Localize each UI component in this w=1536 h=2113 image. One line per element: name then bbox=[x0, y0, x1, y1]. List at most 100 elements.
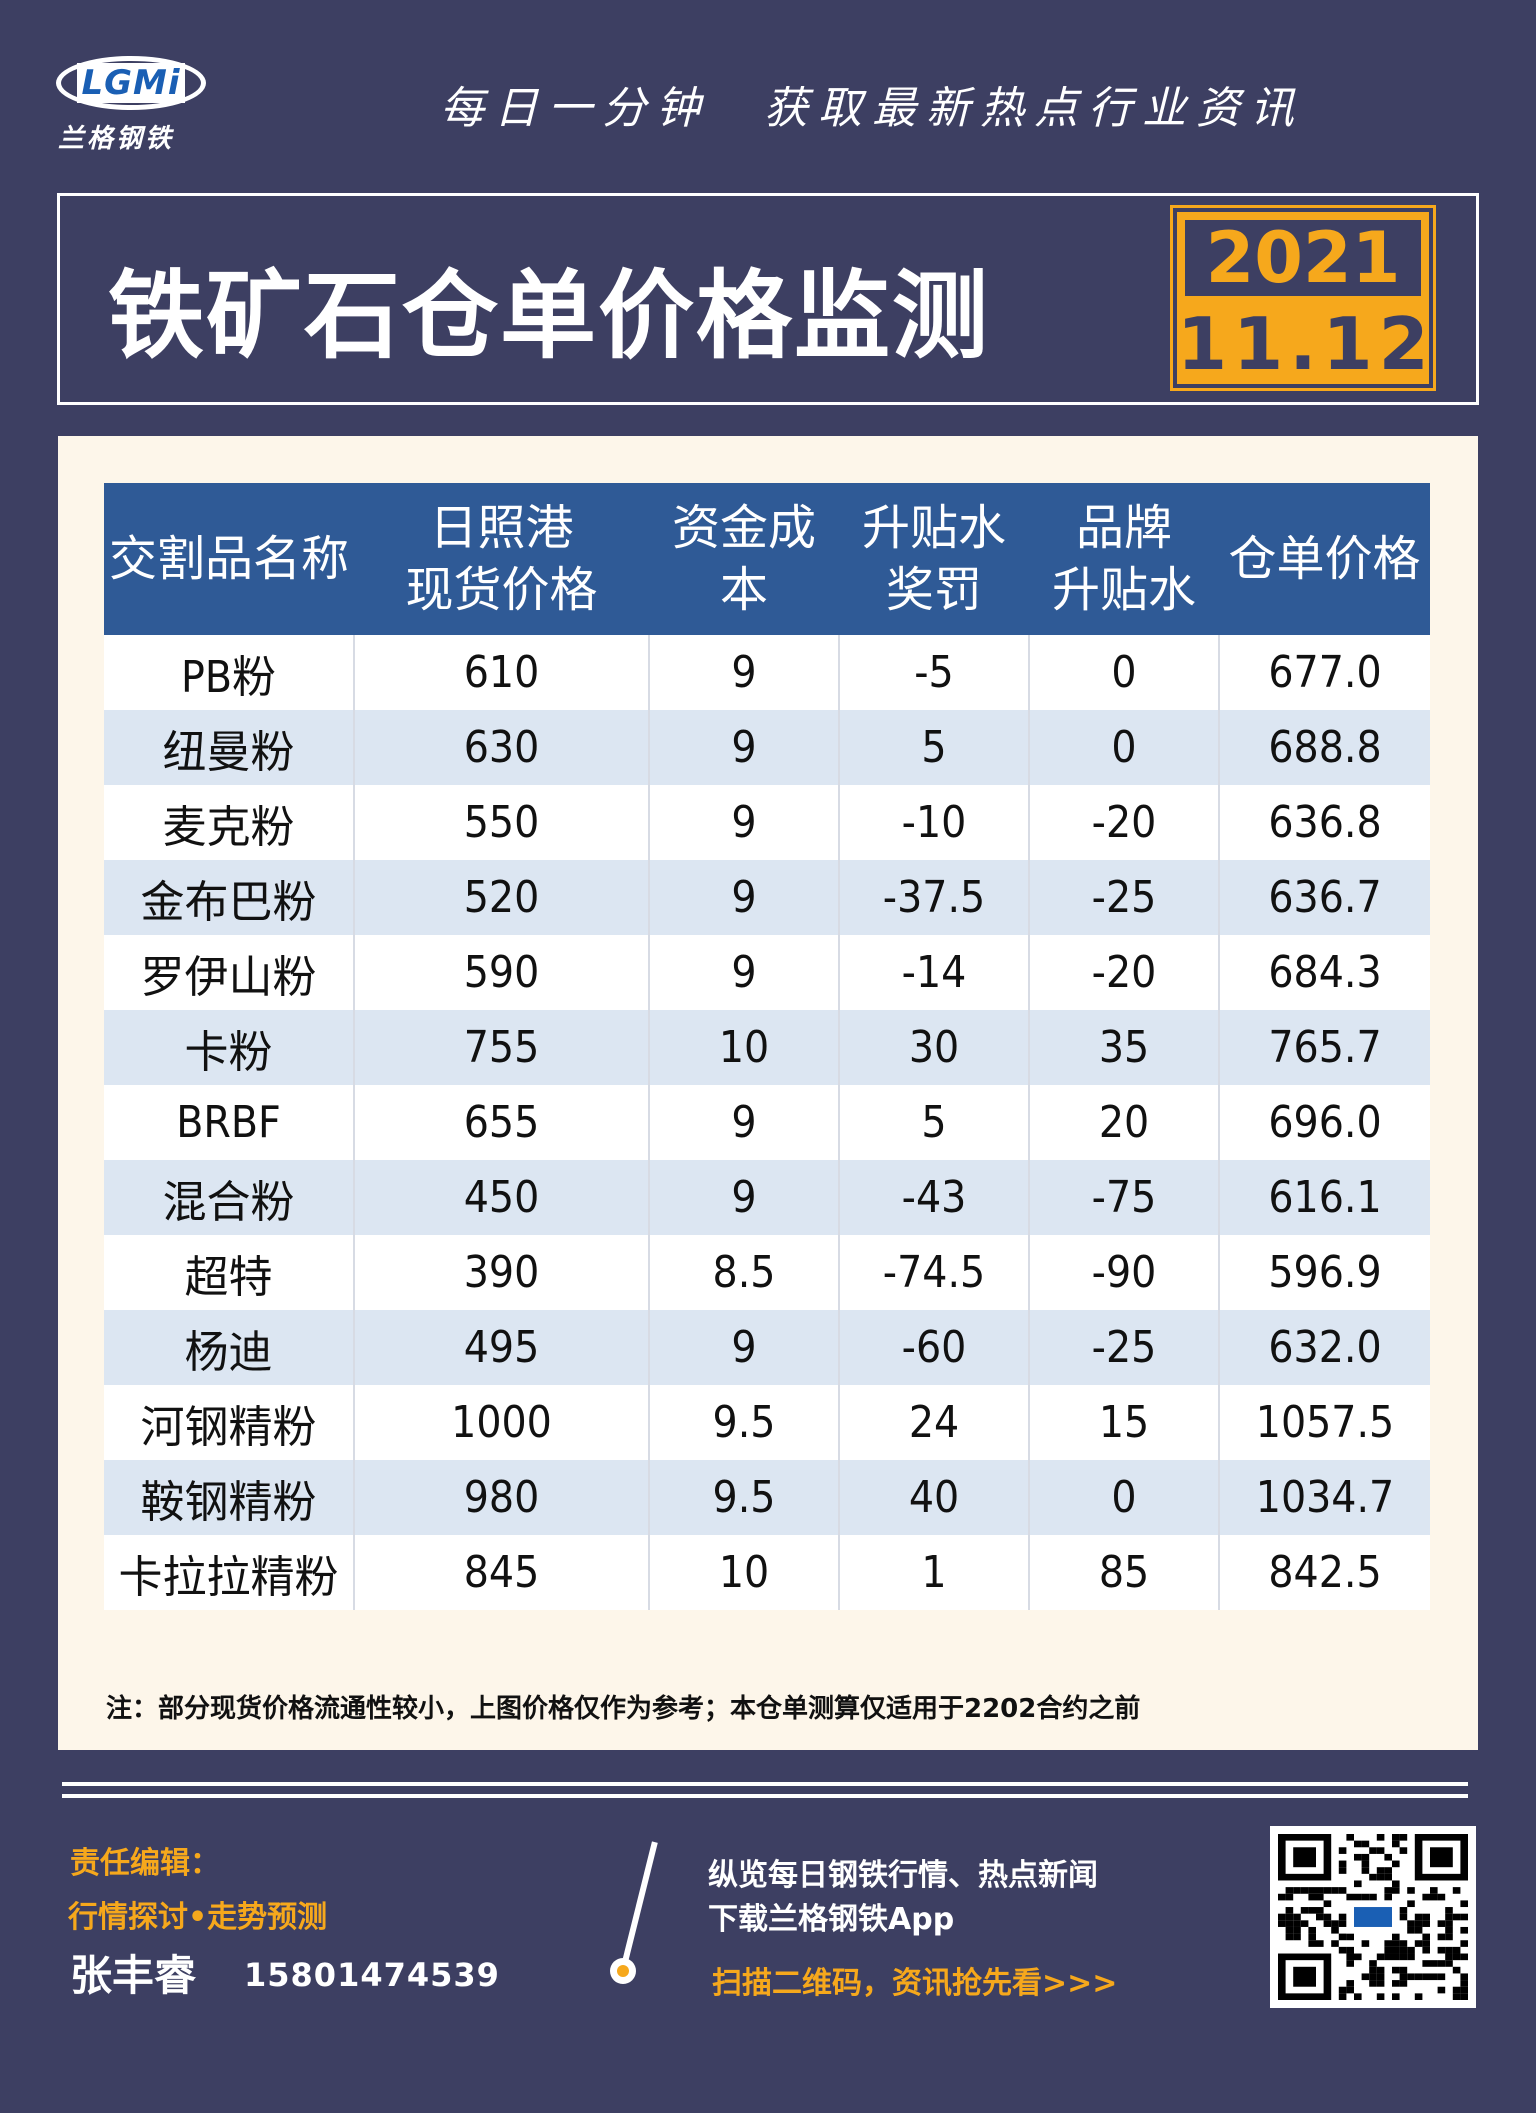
table-cell: 616.1 bbox=[1219, 1160, 1430, 1235]
table-row: BRBF 655 9 5 20 696.0 bbox=[104, 1085, 1430, 1160]
footnote: 注：部分现货价格流通性较小，上图价格仅作为参考；本仓单测算仅适用于2202合约之… bbox=[106, 1694, 1141, 1724]
editor-label: 责任编辑： bbox=[70, 1846, 220, 1881]
table-cell: 9 bbox=[649, 1085, 840, 1160]
logo-text: LGMi bbox=[77, 63, 185, 103]
table-cell: 696.0 bbox=[1219, 1085, 1430, 1160]
table-cell: -75 bbox=[1029, 1160, 1220, 1235]
table-cell: -25 bbox=[1029, 860, 1220, 935]
logo-cn-text: 兰格钢铁 bbox=[58, 124, 175, 154]
column-header: 仓单价格 bbox=[1219, 483, 1430, 635]
table-cell: 河钢精粉 bbox=[104, 1385, 355, 1460]
table-cell: 684.3 bbox=[1219, 935, 1430, 1010]
table-cell: 24 bbox=[839, 1385, 1030, 1460]
divider-dot bbox=[610, 1958, 636, 1984]
table-cell: 610 bbox=[354, 635, 650, 710]
table-cell: 0 bbox=[1029, 710, 1220, 785]
table-row: 鞍钢精粉 980 9.5 40 0 1034.7 bbox=[104, 1460, 1430, 1535]
content-panel: 交割品名称 日照港 现货价格 资金成本 升贴水 奖罚 品牌 升贴水 仓单价格 PB粉 610 9 -5… bbox=[58, 436, 1478, 1750]
page-title: 铁矿石仓单价格监测 bbox=[108, 260, 990, 372]
table-cell: 9 bbox=[649, 1160, 840, 1235]
table-cell: 1 bbox=[839, 1535, 1030, 1610]
table-cell: 35 bbox=[1029, 1010, 1220, 1085]
table-cell: 632.0 bbox=[1219, 1310, 1430, 1385]
table-cell: 20 bbox=[1029, 1085, 1220, 1160]
table-row: 卡拉拉精粉 845 10 1 85 842.5 bbox=[104, 1535, 1430, 1610]
table-cell: 40 bbox=[839, 1460, 1030, 1535]
column-header: 品牌 升贴水 bbox=[1029, 483, 1219, 635]
promo-line-2: 下载兰格钢铁App bbox=[708, 1902, 955, 1937]
table-cell: 590 bbox=[354, 935, 650, 1010]
table-row: 罗伊山粉 590 9 -14 -20 684.3 bbox=[104, 935, 1430, 1010]
table-cell: 1057.5 bbox=[1219, 1385, 1430, 1460]
table-cell: 鞍钢精粉 bbox=[104, 1460, 355, 1535]
table-cell: 0 bbox=[1029, 635, 1220, 710]
table-cell: 495 bbox=[354, 1310, 650, 1385]
editor-name: 张丰睿 bbox=[70, 1951, 197, 2000]
divider-rule bbox=[62, 1794, 1468, 1798]
table-cell: BRBF bbox=[104, 1085, 355, 1160]
promo-line-3: 扫描二维码，资讯抢先看>>> bbox=[712, 1966, 1118, 2001]
table-cell: -5 bbox=[839, 635, 1030, 710]
table-cell: -74.5 bbox=[839, 1235, 1030, 1310]
table-cell: 9.5 bbox=[649, 1385, 840, 1460]
table-row: 卡粉 755 10 30 35 765.7 bbox=[104, 1010, 1430, 1085]
table-cell: 765.7 bbox=[1219, 1010, 1430, 1085]
table-row: 超特 390 8.5 -74.5 -90 596.9 bbox=[104, 1235, 1430, 1310]
table-cell: 9 bbox=[649, 860, 840, 935]
table-row: 河钢精粉 1000 9.5 24 15 1057.5 bbox=[104, 1385, 1430, 1460]
qr-code-icon bbox=[1278, 1834, 1468, 2000]
table-cell: -10 bbox=[839, 785, 1030, 860]
table-cell: 688.8 bbox=[1219, 710, 1430, 785]
table-cell: 655 bbox=[354, 1085, 650, 1160]
divider-rule bbox=[62, 1782, 1468, 1786]
table-header-row: 交割品名称 日照港 现货价格 资金成本 升贴水 奖罚 品牌 升贴水 仓单价格 bbox=[104, 483, 1430, 635]
table-cell: 630 bbox=[354, 710, 650, 785]
column-header: 升贴水 奖罚 bbox=[839, 483, 1029, 635]
table-cell: -20 bbox=[1029, 935, 1220, 1010]
table-cell: 卡拉拉精粉 bbox=[104, 1535, 355, 1610]
table-cell: 450 bbox=[354, 1160, 650, 1235]
table-row: 纽曼粉 630 9 5 0 688.8 bbox=[104, 710, 1430, 785]
table-cell: 麦克粉 bbox=[104, 785, 355, 860]
table-cell: 9 bbox=[649, 1310, 840, 1385]
qr-code[interactable] bbox=[1270, 1826, 1476, 2008]
table-cell: 85 bbox=[1029, 1535, 1220, 1610]
table-cell: 390 bbox=[354, 1235, 650, 1310]
table-cell: 混合粉 bbox=[104, 1160, 355, 1235]
table-cell: 9 bbox=[649, 935, 840, 1010]
table-cell: -25 bbox=[1029, 1310, 1220, 1385]
table-row: 麦克粉 550 9 -10 -20 636.8 bbox=[104, 785, 1430, 860]
date-year: 2021 bbox=[1185, 220, 1421, 296]
table-cell: 636.7 bbox=[1219, 860, 1430, 935]
table-cell: -20 bbox=[1029, 785, 1220, 860]
price-table: 交割品名称 日照港 现货价格 资金成本 升贴水 奖罚 品牌 升贴水 仓单价格 PB粉 610 9 -5… bbox=[104, 483, 1430, 1610]
table-row: 杨迪 495 9 -60 -25 632.0 bbox=[104, 1310, 1430, 1385]
date-month-day: 11.12 bbox=[1177, 302, 1435, 386]
table-cell: 980 bbox=[354, 1460, 650, 1535]
table-row: 混合粉 450 9 -43 -75 616.1 bbox=[104, 1160, 1430, 1235]
table-cell: 15 bbox=[1029, 1385, 1220, 1460]
table-cell: 8.5 bbox=[649, 1235, 840, 1310]
table-body: PB粉 610 9 -5 0 677.0 纽曼粉 630 9 5 0 688.8 麦克粉 550 9 -10-… bbox=[104, 635, 1430, 1610]
promo-line-1: 纵览每日钢铁行情、热点新闻 bbox=[708, 1858, 1098, 1893]
editor-subtitle: 行情探讨•走势预测 bbox=[68, 1900, 328, 1935]
table-cell: 纽曼粉 bbox=[104, 710, 355, 785]
table-cell: -37.5 bbox=[839, 860, 1030, 935]
table-cell: -43 bbox=[839, 1160, 1030, 1235]
title-box: 铁矿石仓单价格监测 2021 11.12 bbox=[57, 193, 1479, 405]
table-cell: 杨迪 bbox=[104, 1310, 355, 1385]
table-cell: PB粉 bbox=[104, 635, 355, 710]
logo-oval: LGMi bbox=[56, 56, 206, 110]
table-cell: 罗伊山粉 bbox=[104, 935, 355, 1010]
table-cell: 1034.7 bbox=[1219, 1460, 1430, 1535]
table-cell: -90 bbox=[1029, 1235, 1220, 1310]
table-row: PB粉 610 9 -5 0 677.0 bbox=[104, 635, 1430, 710]
table-cell: 845 bbox=[354, 1535, 650, 1610]
table-cell: 卡粉 bbox=[104, 1010, 355, 1085]
column-header: 资金成本 bbox=[649, 483, 839, 635]
table-cell: 9.5 bbox=[649, 1460, 840, 1535]
table-cell: 30 bbox=[839, 1010, 1030, 1085]
table-cell: 0 bbox=[1029, 1460, 1220, 1535]
table-cell: 520 bbox=[354, 860, 650, 935]
table-cell: 677.0 bbox=[1219, 635, 1430, 710]
